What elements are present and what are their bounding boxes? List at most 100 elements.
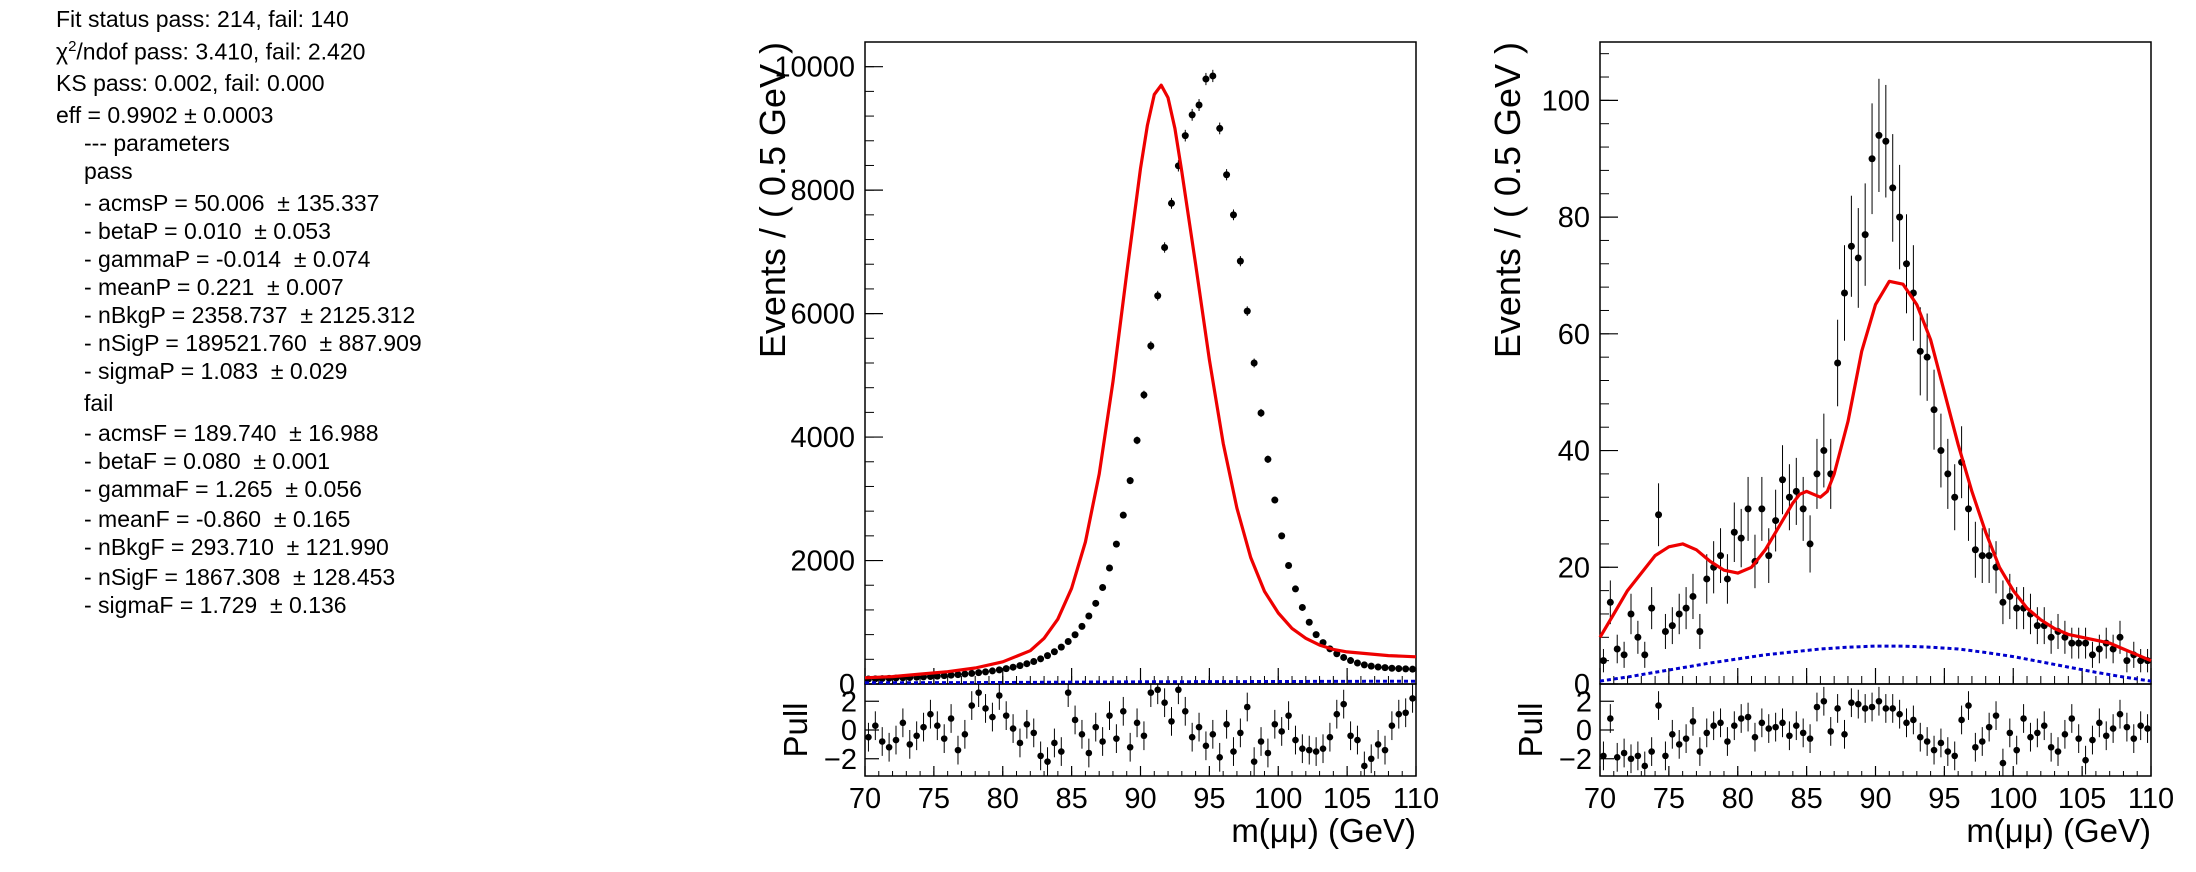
fail-param: - nSigF = 1867.308 ± 128.453 — [84, 564, 396, 590]
pull-marker — [989, 713, 996, 721]
pull-point — [2109, 714, 2117, 743]
data-point — [1402, 665, 1410, 673]
pull-point — [1216, 742, 1224, 772]
pull-marker — [1696, 748, 1704, 755]
data-marker — [1347, 657, 1355, 665]
data-point — [1085, 612, 1093, 620]
pull-point — [1264, 738, 1272, 768]
pull-marker — [1223, 720, 1230, 728]
pull-marker — [878, 738, 886, 745]
data-point — [1875, 78, 1883, 192]
data-marker — [2033, 622, 2041, 630]
pull-point — [913, 721, 920, 751]
data-marker — [1057, 643, 1065, 651]
pull-point — [1092, 712, 1100, 742]
pull-point — [1641, 751, 1649, 776]
data-marker — [2047, 633, 2055, 641]
pull-point — [954, 735, 962, 765]
pull-point — [1648, 737, 1655, 766]
pull-marker — [1882, 705, 1890, 712]
data-point — [1937, 413, 1945, 488]
data-point — [1668, 607, 1676, 645]
data-marker — [1689, 592, 1697, 600]
pull-point — [1250, 747, 1258, 776]
pull-point — [1792, 711, 1800, 741]
data-point — [1202, 72, 1210, 86]
data-point — [1298, 603, 1306, 611]
pull-point — [899, 708, 907, 738]
pull-marker — [1071, 716, 1079, 724]
pull-point — [1237, 718, 1244, 748]
data-marker — [1395, 665, 1403, 673]
pull-point — [1965, 691, 1972, 720]
x-tick-label: 75 — [1653, 783, 1685, 815]
pull-marker — [1367, 755, 1375, 763]
pull-point — [1099, 727, 1106, 756]
pull-point — [1119, 696, 1127, 726]
pull-point — [1930, 735, 1938, 765]
pull-marker — [1896, 710, 1903, 718]
data-point — [1216, 122, 1224, 135]
pull-marker — [1264, 749, 1272, 757]
pull-point — [1188, 722, 1196, 752]
data-point — [1257, 408, 1265, 418]
pull-marker — [1395, 710, 1403, 718]
data-point — [975, 669, 983, 677]
pull-marker — [1271, 720, 1279, 728]
pull-point — [1717, 708, 1724, 738]
data-point — [1388, 664, 1396, 672]
data-point — [1841, 245, 1849, 341]
pull-point — [2020, 704, 2027, 733]
pass-param: - meanP = 0.221 ± 0.007 — [84, 274, 344, 300]
pull-marker — [1409, 695, 1416, 702]
data-marker — [1291, 585, 1299, 593]
pull-point — [934, 711, 941, 741]
pull-point — [1896, 699, 1903, 729]
pull-point — [1223, 709, 1230, 739]
data-point — [1661, 613, 1669, 649]
pull-point — [1257, 727, 1265, 756]
data-marker — [1620, 651, 1628, 659]
data-marker — [1985, 552, 1993, 560]
pull-point — [1402, 698, 1409, 728]
pull-marker — [1717, 719, 1724, 727]
data-marker — [2061, 633, 2069, 641]
y-tick-label: 4000 — [790, 422, 855, 454]
pull-point — [1002, 701, 1010, 730]
pull-point — [982, 694, 989, 723]
total-fit-curve — [1598, 279, 2152, 663]
pull-point — [1078, 719, 1086, 749]
pull-marker — [1875, 697, 1883, 705]
pull-point — [878, 727, 886, 756]
pull-marker — [1016, 739, 1024, 747]
pull-point — [1168, 707, 1175, 736]
pull-marker — [1278, 728, 1285, 735]
data-marker — [2116, 633, 2124, 641]
pull-point — [1703, 718, 1711, 748]
pull-marker — [1641, 762, 1649, 770]
data-marker — [2075, 639, 2083, 647]
data-marker — [1971, 546, 1979, 554]
data-marker — [1044, 652, 1052, 660]
pull-marker — [1002, 712, 1010, 719]
pull-marker — [1299, 745, 1306, 752]
data-marker — [1627, 610, 1635, 618]
data-marker — [1092, 599, 1100, 607]
data-point — [1147, 341, 1155, 351]
data-point — [2068, 627, 2076, 659]
pull-marker — [885, 743, 893, 751]
data-point — [1889, 134, 1897, 242]
pull-frame — [864, 683, 1417, 777]
y-tick-label: 100 — [1542, 85, 1590, 117]
pull-marker — [1930, 746, 1938, 754]
pull-point — [1903, 708, 1910, 738]
pull-marker — [2047, 743, 2055, 751]
pull-point — [1937, 728, 1945, 758]
pull-point — [1985, 712, 1993, 742]
data-point — [1717, 528, 1725, 583]
pull-marker — [1202, 742, 1210, 750]
data-marker — [1937, 447, 1945, 455]
chi2-values: /ndof pass: 3.410, fail: 2.420 — [76, 38, 366, 65]
pull-point — [1175, 684, 1182, 705]
pull-point — [1292, 725, 1299, 755]
